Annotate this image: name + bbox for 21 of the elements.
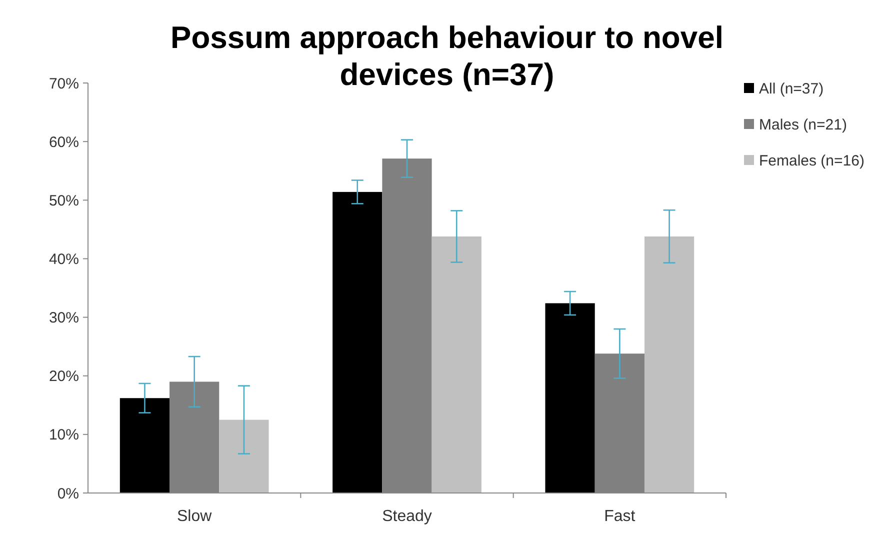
bar — [332, 192, 382, 493]
y-tick-label: 30% — [48, 310, 79, 327]
legend-label: Females (n=16) — [759, 152, 864, 170]
y-tick-label: 50% — [48, 192, 79, 210]
legend-label: All (n=37) — [759, 80, 824, 98]
y-tick-label: 20% — [48, 368, 79, 386]
legend-label: Males (n=21) — [759, 116, 847, 134]
chart-title: Possum approach behaviour to novel devices (n=37) — [170, 20, 724, 92]
bar — [432, 236, 482, 493]
bar — [120, 398, 170, 493]
y-tick-label: 0% — [57, 485, 79, 502]
bar — [545, 303, 595, 493]
bar — [219, 420, 269, 493]
y-tick-label: 40% — [48, 250, 79, 268]
y-tick-label: 10% — [48, 426, 79, 444]
x-tick-label: Slow — [176, 508, 212, 525]
y-tick-label: 60% — [48, 134, 79, 151]
x-tick-label: Fast — [604, 508, 636, 525]
y-tick-label: 70% — [48, 75, 79, 92]
x-tick-label: Steady — [382, 508, 432, 525]
bar — [644, 236, 694, 493]
